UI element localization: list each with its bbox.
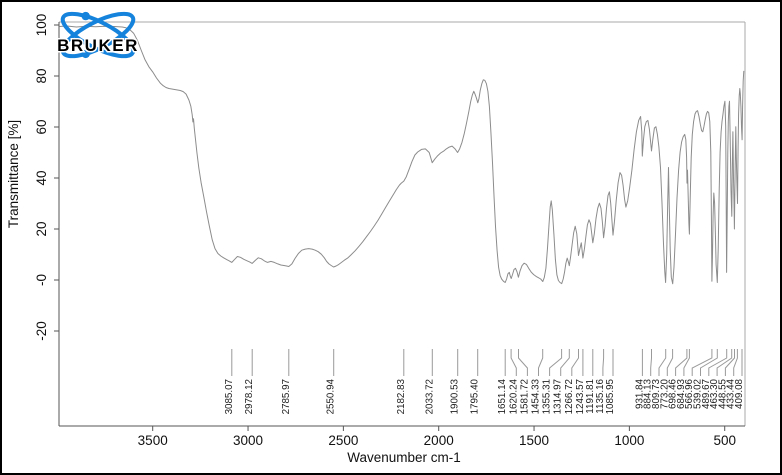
peak-label: 1454.33 [531,378,542,414]
peak-label: 1581.72 [519,379,530,414]
peak-label: 931.84 [634,378,645,409]
x-tick-label: 1500 [519,433,549,448]
y-axis-title: Transmittance [%] [6,120,21,228]
y-tick-label: 20 [34,221,49,236]
y-tick-label: 60 [34,119,49,134]
peak-label: 1135.16 [595,378,606,413]
x-tick-label: 3500 [138,433,168,448]
y-tick-label: -0 [34,274,49,286]
bruker-logo-dot [81,49,90,59]
x-tick-label: 2500 [328,433,358,448]
peak-label: 463.30 [709,378,720,409]
peak-leader-line [716,349,733,376]
peak-leader-line [650,349,652,376]
peak-leader-line [724,349,735,376]
x-axis-title: Wavenumber cm-1 [347,450,461,465]
bruker-logo-ellipse [60,11,136,59]
peak-label: 566.96 [684,378,695,409]
peak-label: 2033.72 [424,379,435,414]
peak-label: 448.55 [717,378,728,409]
peak-leader-line [691,349,713,376]
peak-label: 698.46 [668,378,679,409]
peak-label: 773.20 [659,378,670,409]
peak-leader-line [549,349,563,376]
peak-label: 539.02 [693,379,704,409]
peak-leader-line [700,349,718,376]
y-tick-label: -20 [34,321,49,341]
peak-label: 433.44 [726,378,737,409]
peak-label: 809.73 [651,378,662,409]
peak-label: 2978.12 [244,379,255,414]
bruker-logo-ellipse [60,11,136,59]
peak-leader-line [602,349,605,376]
peak-label: 1191.81 [585,379,596,414]
chart-plot-area: 100 80 60 40 20 -0 -20 3500 3000 2500 2000 1500 1000… [34,14,746,448]
x-tick-label: 1000 [614,433,644,448]
y-tick-label: 40 [34,170,49,185]
y-tick-label: 80 [34,68,49,83]
peak-label: 1314.97 [553,379,564,414]
peak-label: 1900.53 [450,378,461,414]
peak-label: 884.13 [643,378,654,409]
peak-leader-line [733,349,738,376]
peak-label: 2785.97 [281,379,292,414]
peak-label: 2182.83 [396,378,407,414]
peak-leader-line [560,349,570,376]
bruker-logo-dot [81,11,90,21]
peak-label: 1651.14 [497,378,508,414]
peak-leader-line [538,349,544,376]
peak-label: 489.67 [701,379,712,409]
peak-label: 1620.24 [508,378,519,414]
peak-leader-line [666,349,674,376]
peak-label: 3085.07 [224,379,235,414]
bruker-logo-text: BRUKER [57,36,139,55]
peak-label: 684.93 [676,378,687,409]
peak-label: 1085.95 [605,378,616,414]
peak-label: 409.08 [734,378,745,409]
x-tick-label: 3000 [233,433,263,448]
peak-leader-line [658,349,667,376]
peak-label: 1266.72 [564,379,575,414]
peak-leader-line [683,349,690,376]
peak-label: 1243.57 [575,379,586,414]
peak-label: 2550.94 [326,378,337,414]
y-tick-label: 100 [34,14,49,37]
bruker-logo: BRUKER [56,11,139,59]
peak-leader-line [510,349,517,376]
peak-leader-line [675,349,688,376]
peak-label: 1355.31 [542,379,553,414]
spectrum-curve [59,25,745,285]
peak-leader-line [518,349,528,376]
x-tick-label: 2000 [424,433,454,448]
peak-leader-line [571,349,579,376]
peak-leader-line [708,349,728,376]
x-tick-label: 500 [713,433,736,448]
peak-label: 1795.40 [470,378,481,414]
